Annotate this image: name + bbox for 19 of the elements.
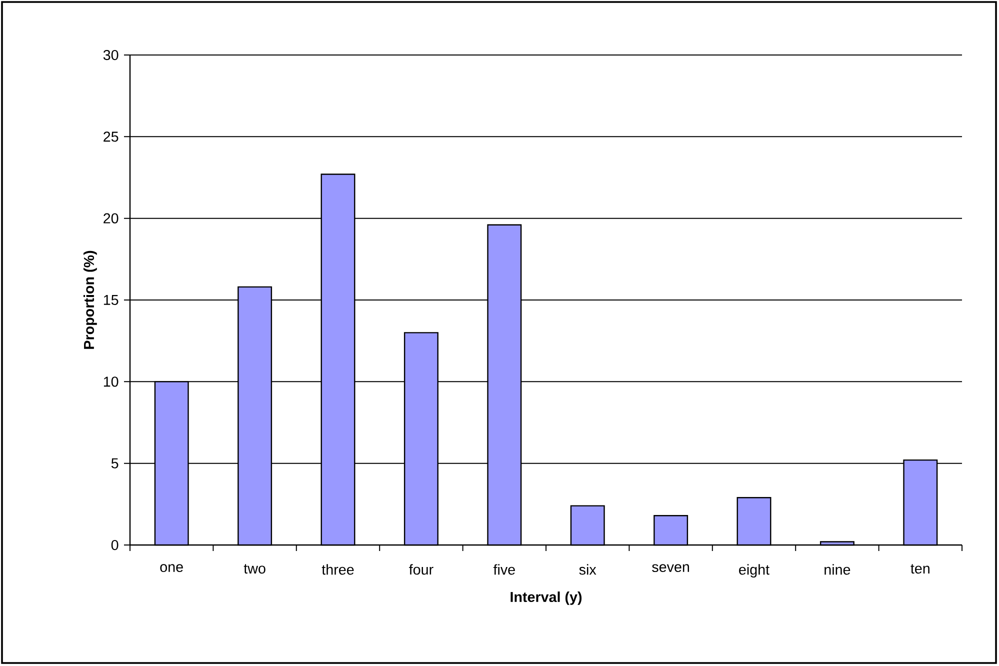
- x-tick-label: six: [579, 564, 596, 575]
- y-tick-label: 20: [104, 213, 118, 224]
- x-tick-label: ten: [910, 564, 930, 574]
- x-tick-label: eight: [739, 564, 770, 578]
- y-tick-label: 30: [103, 50, 118, 60]
- y-tick-label: 15: [104, 294, 118, 305]
- y-axis-title: Proportion (%): [84, 250, 97, 349]
- x-tick-label: four: [409, 564, 434, 575]
- x-tick-label: three: [322, 564, 354, 575]
- x-tick-label: seven: [652, 564, 689, 572]
- x-tick-label: nine: [824, 564, 850, 575]
- x-tick-label: two: [244, 564, 266, 574]
- y-tick-label: 0: [111, 540, 118, 550]
- x-axis-title: Interval (y): [510, 592, 582, 605]
- y-tick-label: 10: [104, 376, 118, 387]
- y-tick-label: 5: [111, 458, 118, 468]
- y-tick-label: 25: [104, 132, 118, 142]
- x-tick-label: five: [493, 564, 515, 575]
- x-tick-label: one: [160, 564, 183, 572]
